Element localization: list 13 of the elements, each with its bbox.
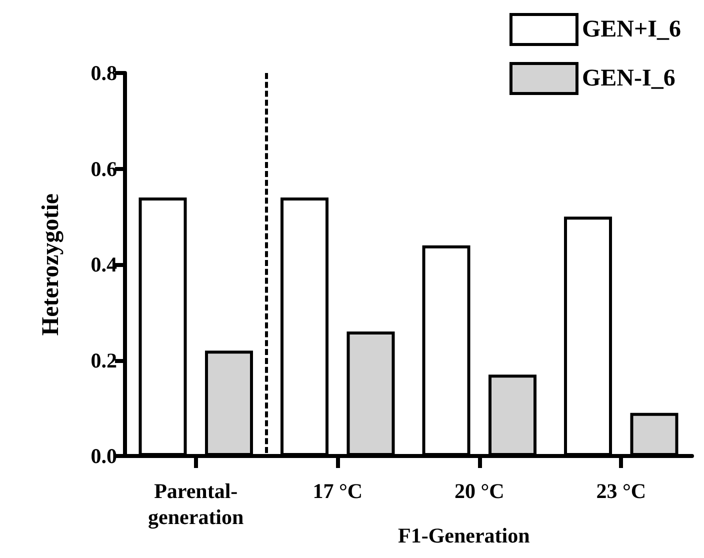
x-tick-label: 23 °C <box>596 479 646 503</box>
y-tick-label: 0.6 <box>90 156 117 181</box>
x-tick-label: Parental- generation <box>148 479 244 529</box>
text: F1-Generation <box>398 524 530 548</box>
y-axis-title: Heterozygotie <box>38 193 64 336</box>
y-tick-label: 0.8 <box>90 61 117 85</box>
y-tick-label: 0.2 <box>90 348 117 372</box>
y-tick-label: 0.4 <box>90 252 118 276</box>
legend-label: GEN-I_6 <box>582 66 676 92</box>
x-tick-label: 17 °C <box>312 479 363 503</box>
legend-label: GEN+I_6 <box>582 16 682 42</box>
y-tick-label: 0.0 <box>90 444 117 468</box>
x-tick-label: 20 °C <box>454 479 504 503</box>
